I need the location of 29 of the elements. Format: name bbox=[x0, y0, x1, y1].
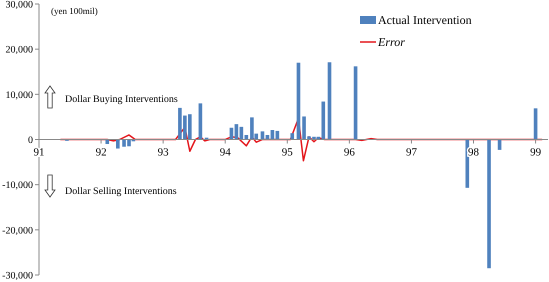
y-axis-title: (yen 100mil) bbox=[51, 6, 98, 16]
x-tick-label: 96 bbox=[344, 146, 356, 158]
bar bbox=[534, 108, 538, 140]
x-tick-label: 99 bbox=[530, 146, 542, 158]
bar bbox=[354, 66, 358, 140]
y-tick-label: -10,000 bbox=[2, 180, 33, 192]
y-tick-label: 20,000 bbox=[6, 44, 33, 56]
x-tick-label: 91 bbox=[34, 146, 44, 158]
bar bbox=[290, 133, 294, 140]
x-tick-label: 94 bbox=[220, 146, 232, 158]
annotation: Dollar Buying Interventions bbox=[65, 94, 178, 105]
x-tick-label: 95 bbox=[282, 146, 294, 158]
bar bbox=[328, 62, 332, 140]
x-tick-label: 92 bbox=[96, 146, 107, 158]
legend-label: Error bbox=[377, 35, 406, 50]
y-tick-label: -30,000 bbox=[2, 270, 33, 282]
bar bbox=[487, 140, 491, 268]
bar bbox=[250, 117, 254, 140]
y-tick-label: 0 bbox=[28, 135, 33, 146]
bar bbox=[198, 103, 202, 140]
x-tick-label: 93 bbox=[158, 146, 170, 158]
bar bbox=[116, 140, 120, 149]
bar bbox=[498, 140, 502, 150]
annotation: Dollar Selling Interventions bbox=[65, 186, 177, 197]
legend-label: Actual Intervention bbox=[378, 13, 472, 28]
y-tick-label: 10,000 bbox=[6, 90, 33, 101]
x-tick-label: 97 bbox=[406, 146, 418, 158]
y-tick-label: 30,000 bbox=[6, 0, 33, 10]
y-tick-label: -20,000 bbox=[2, 225, 33, 236]
